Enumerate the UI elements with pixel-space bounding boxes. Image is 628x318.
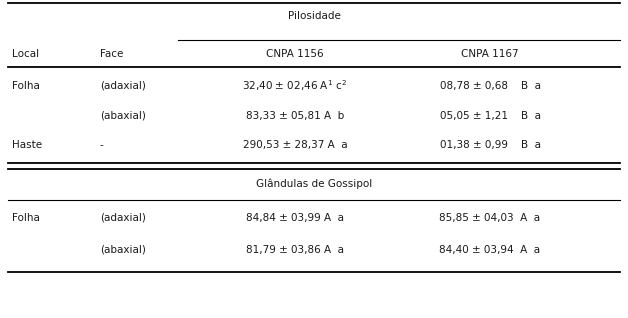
Text: Folha: Folha bbox=[12, 213, 40, 223]
Text: 32,40 $\pm$ 02,46 A$^1$ c$^2$: 32,40 $\pm$ 02,46 A$^1$ c$^2$ bbox=[242, 79, 347, 93]
Text: 05,05 ± 1,21    B  a: 05,05 ± 1,21 B a bbox=[440, 111, 541, 121]
Text: 84,84 ± 03,99 A  a: 84,84 ± 03,99 A a bbox=[246, 213, 344, 223]
Text: Face: Face bbox=[100, 49, 123, 59]
Text: Glândulas de Gossipol: Glândulas de Gossipol bbox=[256, 179, 372, 189]
Text: 85,85 ± 04,03  A  a: 85,85 ± 04,03 A a bbox=[440, 213, 541, 223]
Text: 290,53 ± 28,37 A  a: 290,53 ± 28,37 A a bbox=[242, 140, 347, 150]
Text: Haste: Haste bbox=[12, 140, 42, 150]
Text: CNPA 1167: CNPA 1167 bbox=[461, 49, 519, 59]
Text: Pilosidade: Pilosidade bbox=[288, 11, 340, 21]
Text: 84,40 ± 03,94  A  a: 84,40 ± 03,94 A a bbox=[440, 245, 541, 255]
Text: Local: Local bbox=[12, 49, 39, 59]
Text: 01,38 ± 0,99    B  a: 01,38 ± 0,99 B a bbox=[440, 140, 541, 150]
Text: (adaxial): (adaxial) bbox=[100, 81, 146, 91]
Text: CNPA 1156: CNPA 1156 bbox=[266, 49, 324, 59]
Text: 08,78 ± 0,68    B  a: 08,78 ± 0,68 B a bbox=[440, 81, 541, 91]
Text: 83,33 ± 05,81 A  b: 83,33 ± 05,81 A b bbox=[246, 111, 344, 121]
Text: (abaxial): (abaxial) bbox=[100, 245, 146, 255]
Text: Folha: Folha bbox=[12, 81, 40, 91]
Text: 81,79 ± 03,86 A  a: 81,79 ± 03,86 A a bbox=[246, 245, 344, 255]
Text: -: - bbox=[100, 140, 104, 150]
Text: (abaxial): (abaxial) bbox=[100, 111, 146, 121]
Text: (adaxial): (adaxial) bbox=[100, 213, 146, 223]
